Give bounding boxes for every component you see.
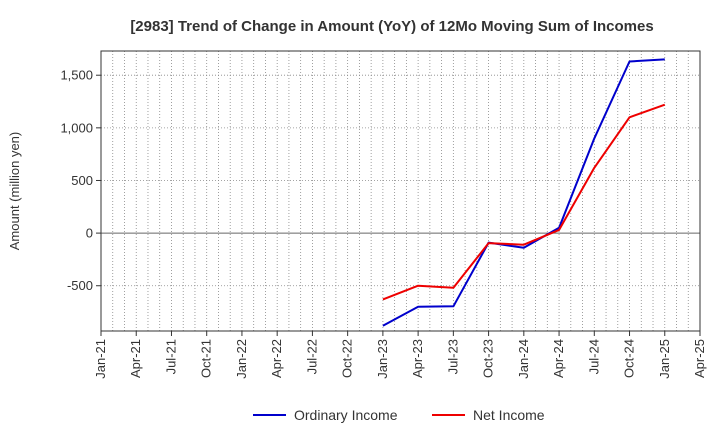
x-tick-label: Apr-24 <box>551 339 566 378</box>
axes <box>96 50 701 336</box>
x-tick-label: Jan-22 <box>234 339 249 379</box>
x-tick-label: Jan-24 <box>516 339 531 379</box>
y-tick-label: -500 <box>67 278 93 293</box>
tick-labels: 1,500 1,000 500 0 -500 Jan-21 Apr-21 Jul-21 Oct-… <box>60 68 707 379</box>
x-tick-label: Apr-23 <box>410 339 425 378</box>
series-lines <box>382 58 666 327</box>
x-tick-label: Jul-23 <box>445 339 460 374</box>
x-tick-label: Oct-22 <box>340 339 355 378</box>
y-tick-label: 0 <box>86 226 93 241</box>
x-tick-label: Jan-23 <box>375 339 390 379</box>
x-tick-label: Jul-24 <box>586 339 601 374</box>
x-tick-label: Jan-25 <box>657 339 672 379</box>
series-line <box>382 103 666 301</box>
y-axis-label: Amount (million yen) <box>7 132 22 251</box>
y-tick-label: 1,000 <box>60 120 93 135</box>
legend-label: Net Income <box>473 407 545 423</box>
legend: Ordinary Income Net Income <box>253 407 545 423</box>
series-line <box>382 58 665 327</box>
x-tick-label: Apr-22 <box>269 339 284 378</box>
chart-title: [2983] Trend of Change in Amount (YoY) o… <box>130 18 653 35</box>
x-tick-label: Jul-22 <box>304 339 319 374</box>
y-tick-label: 1,500 <box>60 68 93 83</box>
x-tick-label: Oct-23 <box>481 339 496 378</box>
legend-label: Ordinary Income <box>294 407 398 423</box>
x-tick-label: Apr-25 <box>692 339 707 378</box>
x-tick-label: Apr-21 <box>128 339 143 378</box>
grid-lines <box>101 51 700 331</box>
plot-frame <box>100 50 701 332</box>
x-tick-label: Jul-21 <box>163 339 178 374</box>
y-tick-label: 500 <box>71 173 93 188</box>
x-tick-label: Oct-21 <box>199 339 214 378</box>
x-tick-label: Oct-24 <box>622 339 637 378</box>
x-tick-label: Jan-21 <box>93 339 108 379</box>
